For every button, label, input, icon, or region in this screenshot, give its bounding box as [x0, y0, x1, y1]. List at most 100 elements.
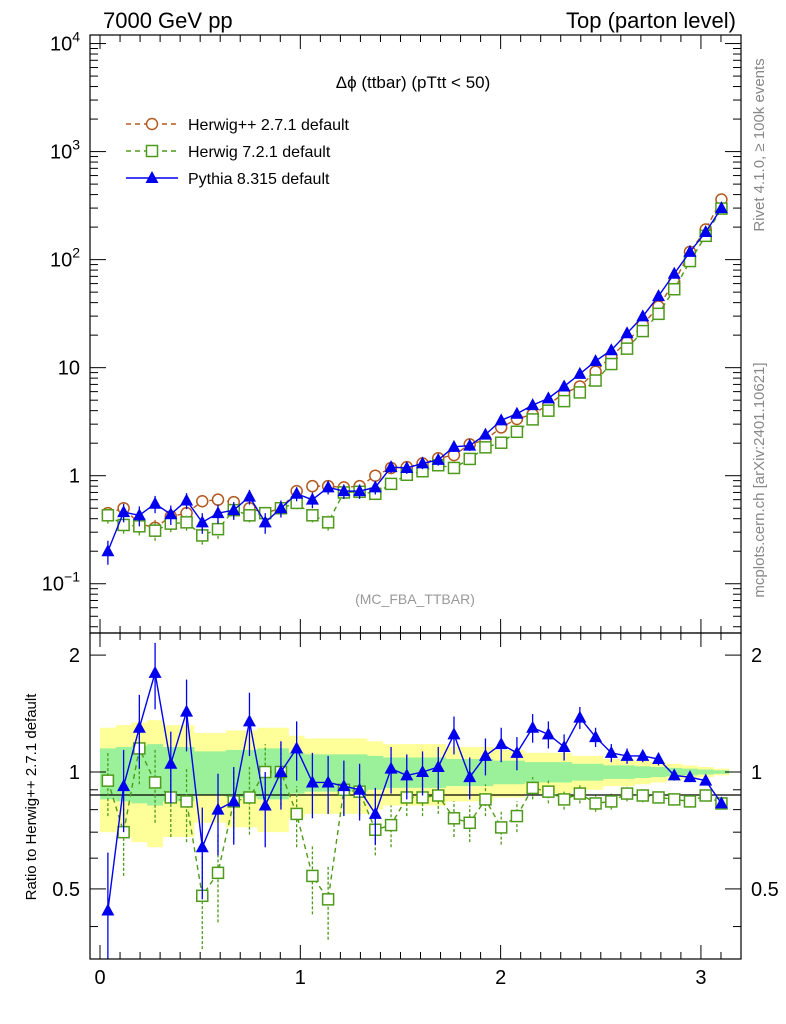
- ratio-point: [101, 774, 115, 787]
- ratio-point: [620, 787, 634, 800]
- ratio-point: [211, 866, 225, 880]
- ratio-point: [636, 789, 650, 802]
- data-point: [620, 342, 634, 355]
- ratio-point: [589, 797, 602, 810]
- ratio-point: [242, 714, 256, 727]
- ratio-point: [117, 779, 131, 792]
- data-point: [479, 441, 492, 454]
- ratio-point: [526, 720, 540, 733]
- watermark-label: (MC_FBA_TTBAR): [355, 591, 475, 607]
- ratio-point: [431, 760, 445, 773]
- data-point: [211, 506, 225, 519]
- data-point: [290, 486, 304, 499]
- data-point: [321, 480, 335, 493]
- inner-band: [100, 744, 730, 806]
- ratio-line: [107, 746, 722, 902]
- ratio-y-tick-label-right: 1: [751, 762, 762, 784]
- data-point: [605, 357, 618, 371]
- main-axis-ticks: 10−1 1 10 102 103 104: [42, 29, 741, 633]
- x-tick-label: 2: [495, 967, 506, 989]
- data-point: [636, 309, 650, 322]
- data-point: [353, 484, 367, 497]
- ratio-y-tick-label-right: 2: [751, 645, 762, 667]
- ratio-point: [337, 779, 351, 792]
- data-point: [305, 492, 319, 505]
- data-point: [148, 524, 162, 537]
- x-tick-label: 1: [295, 967, 306, 989]
- main-y-tick-label: 102: [50, 245, 80, 272]
- data-point: [164, 507, 178, 520]
- ratio-y-tick-label-left: 2: [69, 645, 80, 667]
- data-point: [400, 460, 414, 473]
- data-point: [242, 489, 256, 502]
- ratio-point: [526, 781, 539, 795]
- ratio-panel: 0.5 0.5 1 1 2 2 0 1 2 3 Ratio to Herwig++ 2.7.1 d…: [23, 632, 779, 989]
- data-point: [117, 505, 131, 518]
- ratio-point: [573, 787, 587, 800]
- data-point: [384, 460, 398, 473]
- ratio-point: [478, 748, 492, 761]
- data-point: [447, 439, 461, 452]
- ratio-point: [227, 794, 241, 807]
- legend-marker: [145, 171, 159, 183]
- data-point: [148, 496, 162, 509]
- ratio-point: [636, 748, 650, 761]
- ratio-point: [557, 739, 571, 752]
- data-point: [557, 379, 571, 392]
- main-y-tick-label: 10−1: [42, 569, 80, 596]
- ratio-axis-ticks: 0.5 0.5 1 1 2 2 0 1 2 3: [52, 633, 779, 989]
- main-plot-title: Δϕ (ttbar) (pTtt < 50): [336, 73, 491, 92]
- data-point: [463, 438, 477, 451]
- data-point: [195, 515, 209, 528]
- ratio-point: [494, 737, 508, 750]
- data-point: [306, 509, 319, 522]
- data-point: [620, 326, 634, 339]
- ratio-point: [463, 816, 476, 830]
- data-point: [526, 413, 539, 426]
- data-point: [227, 503, 241, 516]
- data-point: [573, 366, 587, 379]
- data-point: [714, 201, 728, 214]
- series-line: [107, 199, 723, 529]
- legend-marker: [145, 144, 159, 158]
- ratio-point: [290, 807, 303, 821]
- legend-label: Herwig 7.2.1 default: [188, 144, 331, 161]
- data-point: [101, 544, 115, 557]
- data-point: [526, 398, 540, 411]
- data-point: [211, 522, 225, 536]
- ratio-point: [620, 748, 634, 761]
- data-point: [699, 225, 713, 238]
- data-point: [494, 436, 508, 449]
- series-line: [107, 207, 723, 552]
- legend-label: Herwig++ 2.7.1 default: [188, 117, 350, 134]
- mcplots-label: mcplots.cern.ch [arXiv:2401.10621]: [751, 362, 768, 597]
- ratio-point: [305, 775, 319, 788]
- ratio-point: [290, 741, 304, 754]
- ratio-point: [667, 793, 681, 806]
- legend-label: Pythia 8.315 default: [188, 171, 330, 188]
- data-point: [667, 282, 681, 296]
- ratio-point: [384, 818, 398, 832]
- ratio-point: [432, 789, 445, 802]
- data-point: [494, 413, 508, 426]
- ratio-point: [148, 665, 162, 678]
- data-point: [447, 461, 461, 475]
- data-point: [636, 324, 650, 338]
- ratio-point: [683, 770, 697, 783]
- ratio-y-tick-label-right: 0.5: [751, 879, 779, 901]
- data-point: [510, 406, 524, 419]
- ratio-point: [652, 791, 665, 804]
- main-y-tick-label: 103: [50, 137, 80, 164]
- ratio-point: [667, 768, 681, 781]
- ratio-point: [557, 793, 571, 806]
- data-point: [542, 404, 555, 417]
- ratio-point: [321, 893, 335, 906]
- ratio-point: [101, 903, 115, 916]
- ratio-point: [132, 720, 146, 733]
- ratio-point: [384, 761, 398, 774]
- ratio-point: [479, 793, 492, 806]
- data-point: [243, 509, 256, 522]
- data-point: [180, 516, 193, 529]
- ratio-plot-frame: [89, 632, 742, 960]
